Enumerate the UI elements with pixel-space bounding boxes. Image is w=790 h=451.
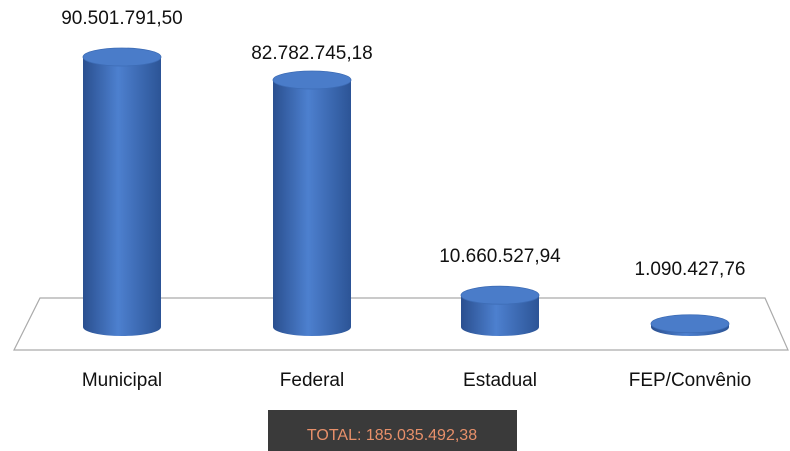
x-tick-label: Federal — [280, 370, 344, 391]
x-tick-label: FEP/Convênio — [629, 370, 752, 391]
total-box — [268, 410, 517, 451]
value-label: 82.782.745,18 — [251, 43, 373, 64]
cylinder-top — [650, 314, 730, 334]
cylinder-top — [82, 47, 162, 67]
cylinder-top — [460, 285, 540, 305]
x-tick-label: Municipal — [82, 370, 162, 391]
total-label: TOTAL: 185.035.492,38 — [307, 427, 477, 444]
x-tick-label: Estadual — [463, 370, 537, 391]
cylinder-body — [83, 57, 161, 336]
cylinder-body — [461, 295, 539, 336]
value-label: 1.090.427,76 — [635, 259, 746, 280]
value-label: 10.660.527,94 — [439, 246, 561, 267]
cylinder-top — [272, 70, 352, 90]
cylinder-body — [273, 80, 351, 336]
value-label: 90.501.791,50 — [61, 8, 183, 29]
